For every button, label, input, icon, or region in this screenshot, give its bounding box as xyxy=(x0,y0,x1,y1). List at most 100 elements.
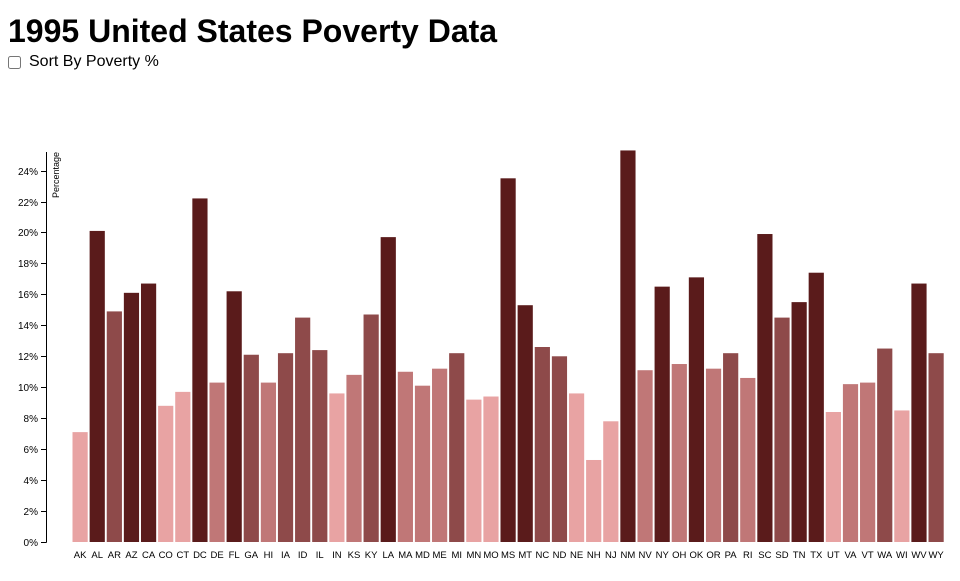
bar-ga xyxy=(243,354,259,542)
x-tick-label: WI xyxy=(896,550,908,561)
y-tick-label: 14% xyxy=(18,321,38,332)
bar-ct xyxy=(175,391,191,542)
bar-la xyxy=(380,237,396,542)
x-tick-label: SD xyxy=(775,550,788,561)
x-tick-label: OR xyxy=(706,550,720,561)
x-tick-label: CA xyxy=(142,550,156,561)
bar-nv xyxy=(637,370,653,542)
bar-nc xyxy=(534,347,550,542)
y-axis: 0% 2% 4% 6% 8% 10% 12% 14% 16% 18% 20% 22% 24% Percen… xyxy=(18,152,61,549)
sort-by-poverty-control[interactable]: Sort By Poverty % xyxy=(8,53,159,71)
bar-ia xyxy=(277,353,294,542)
bar-or xyxy=(705,368,722,542)
bar-fl xyxy=(226,291,242,542)
y-tick-label: 24% xyxy=(18,167,38,178)
bar-tn xyxy=(791,302,807,542)
x-tick-label: IL xyxy=(316,550,324,561)
y-tick-label: 8% xyxy=(24,414,39,425)
bar-dc xyxy=(192,198,208,542)
y-tick-label: 12% xyxy=(18,352,38,363)
bar-ak xyxy=(72,432,88,542)
x-tick-label: MO xyxy=(483,550,498,561)
bar-pa xyxy=(723,353,739,542)
bar-wi xyxy=(894,410,910,542)
x-tick-label: CT xyxy=(176,550,189,561)
y-tick-label: 0% xyxy=(24,538,39,549)
y-tick-label: 6% xyxy=(24,445,39,456)
x-tick-label: LA xyxy=(382,550,394,561)
x-tick-label: CO xyxy=(159,550,173,561)
x-tick-label: MD xyxy=(415,550,430,561)
y-tick-label: 10% xyxy=(18,383,38,394)
bar-ks xyxy=(346,374,362,542)
bar-al xyxy=(89,230,105,542)
x-tick-label: IA xyxy=(281,550,291,561)
bar-mi xyxy=(449,353,465,542)
x-tick-label: AR xyxy=(108,550,121,561)
page-title: 1995 United States Poverty Data xyxy=(8,13,498,49)
x-tick-label: MT xyxy=(518,550,532,561)
y-tick-label: 4% xyxy=(24,476,39,487)
bar-nd xyxy=(551,356,568,542)
bar-sd xyxy=(774,317,790,542)
bar-nj xyxy=(603,421,619,542)
y-tick-label: 2% xyxy=(24,507,39,518)
bar-ne xyxy=(568,393,585,542)
x-tick-label: VA xyxy=(845,550,858,561)
bar-ri xyxy=(740,377,756,542)
bar-hi xyxy=(260,382,277,542)
bar-oh xyxy=(671,364,687,542)
bar-mn xyxy=(466,399,482,542)
bar-vt xyxy=(860,382,876,542)
y-tick-label: 16% xyxy=(18,290,38,301)
bar-wy xyxy=(928,353,944,542)
x-tick-label: MA xyxy=(398,550,413,561)
x-tick-label: OH xyxy=(672,550,686,561)
sort-by-poverty-label: Sort By Poverty % xyxy=(29,53,159,70)
x-tick-label: VT xyxy=(862,550,874,561)
x-tick-label: NE xyxy=(570,550,583,561)
x-tick-label: TX xyxy=(810,550,823,561)
x-axis: AK AL AR AZ CA CO CT DC DE FL GA HI IA ID IL IN KS KY LA MA… xyxy=(74,550,945,561)
bar-ma xyxy=(397,371,413,542)
x-tick-label: MS xyxy=(501,550,515,561)
x-tick-label: AK xyxy=(74,550,87,561)
bar-tx xyxy=(808,272,824,542)
bar-nm xyxy=(620,150,636,542)
x-tick-label: AL xyxy=(91,550,103,561)
bar-co xyxy=(158,405,174,542)
bar-ar xyxy=(106,311,122,542)
x-tick-label: WY xyxy=(928,550,944,561)
bar-md xyxy=(414,385,431,542)
x-tick-label: WV xyxy=(911,550,927,561)
x-tick-label: ID xyxy=(298,550,308,561)
x-tick-label: NJ xyxy=(605,550,617,561)
bar-va xyxy=(842,384,859,542)
x-tick-label: DC xyxy=(193,550,207,561)
x-tick-label: SC xyxy=(758,550,771,561)
x-tick-label: TN xyxy=(793,550,806,561)
bar-me xyxy=(432,368,448,542)
x-tick-label: WA xyxy=(877,550,893,561)
sort-by-poverty-checkbox[interactable] xyxy=(8,55,21,69)
x-tick-label: NV xyxy=(638,550,652,561)
x-tick-label: ME xyxy=(432,550,446,561)
bars xyxy=(72,150,944,542)
x-tick-label: KS xyxy=(348,550,361,561)
x-tick-label: MN xyxy=(466,550,481,561)
y-axis-title: Percentage xyxy=(51,152,61,198)
x-tick-label: DE xyxy=(210,550,223,561)
bar-ok xyxy=(688,277,705,542)
x-tick-label: FL xyxy=(229,550,240,561)
x-tick-label: KY xyxy=(365,550,378,561)
x-tick-label: PA xyxy=(725,550,738,561)
y-tick-label: 22% xyxy=(18,198,38,209)
x-tick-label: NC xyxy=(535,550,549,561)
x-tick-label: AZ xyxy=(125,550,137,561)
bar-wv xyxy=(911,283,927,542)
y-tick-label: 18% xyxy=(18,259,38,270)
y-tick-label: 20% xyxy=(18,228,38,239)
bar-ut xyxy=(825,412,841,542)
x-tick-label: ND xyxy=(553,550,567,561)
